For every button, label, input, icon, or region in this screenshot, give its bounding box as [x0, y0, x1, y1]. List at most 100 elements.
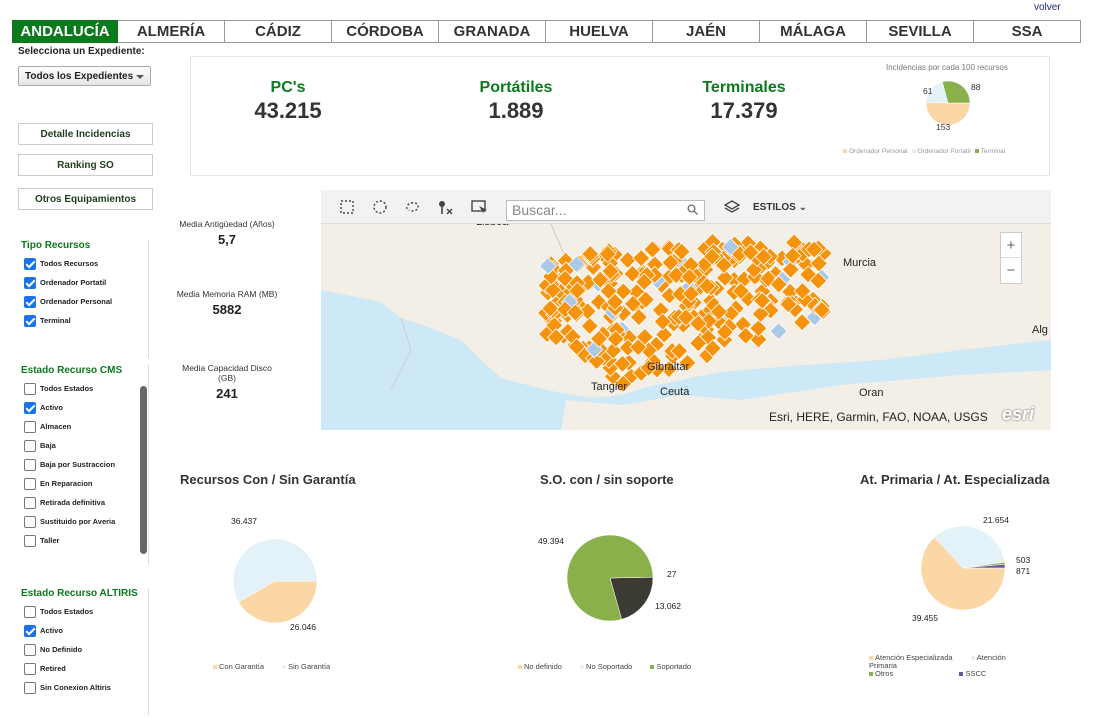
map-marker[interactable]: [709, 302, 728, 321]
checkbox[interactable]: [24, 458, 36, 471]
checkbox-item[interactable]: Almacen: [18, 417, 148, 436]
map-marker[interactable]: [698, 277, 717, 296]
checkbox-item[interactable]: Todos Estados: [18, 379, 148, 398]
map-marker[interactable]: [721, 237, 740, 256]
map-marker[interactable]: [590, 329, 609, 348]
checkbox[interactable]: [24, 439, 36, 452]
otros-equipamientos-button[interactable]: Otros Equipamientos: [18, 188, 153, 210]
map-marker[interactable]: [809, 254, 828, 273]
map-marker[interactable]: [671, 285, 690, 304]
checkbox[interactable]: [24, 401, 36, 414]
pie-slice[interactable]: [609, 577, 654, 620]
checkbox[interactable]: [24, 276, 36, 289]
checkbox[interactable]: [24, 605, 36, 618]
map-marker[interactable]: [635, 272, 654, 291]
map-marker[interactable]: [613, 354, 632, 373]
tab-cadiz[interactable]: CÁDIZ: [225, 20, 332, 43]
map-marker[interactable]: [809, 271, 828, 290]
map-search-input[interactable]: Buscar...: [506, 200, 705, 221]
map-marker[interactable]: [754, 247, 773, 266]
checkbox-item[interactable]: Sustituido por Averia: [18, 512, 148, 531]
checkbox[interactable]: [24, 257, 36, 270]
map-marker[interactable]: [568, 281, 587, 300]
map-marker[interactable]: [681, 284, 701, 303]
zoom-out-button[interactable]: −: [1006, 262, 1016, 279]
map-marker[interactable]: [678, 353, 697, 372]
tab-cordoba[interactable]: CÓRDOBA: [332, 20, 439, 43]
checkbox-item[interactable]: Taller: [18, 531, 148, 550]
map-marker[interactable]: [538, 256, 558, 276]
map-marker[interactable]: [591, 270, 610, 289]
checkbox[interactable]: [24, 534, 36, 547]
map-marker[interactable]: [703, 232, 722, 251]
map-marker[interactable]: [779, 295, 798, 314]
pie-slice[interactable]: [962, 564, 1006, 569]
map-marker[interactable]: [672, 242, 691, 261]
map-marker[interactable]: [580, 317, 599, 336]
layers-icon[interactable]: [723, 199, 741, 215]
circle-select-icon[interactable]: [371, 199, 389, 215]
checkbox-item[interactable]: Retirada definitiva: [18, 493, 148, 512]
map-marker[interactable]: [783, 246, 802, 265]
clear-selection-icon[interactable]: [436, 199, 454, 215]
tab-sevilla[interactable]: SEVILLA: [867, 20, 974, 43]
tab-malaga[interactable]: MÁLAGA: [760, 20, 867, 43]
map-marker[interactable]: [667, 266, 686, 285]
map-marker[interactable]: [547, 328, 566, 347]
pie-slice[interactable]: [925, 101, 971, 125]
map-marker[interactable]: [681, 255, 700, 274]
checkbox-item[interactable]: Retired: [18, 659, 148, 678]
pie-slice[interactable]: [238, 580, 318, 624]
map-marker[interactable]: [769, 322, 788, 341]
map-marker[interactable]: [689, 334, 708, 353]
zoom-in-button[interactable]: +: [1001, 233, 1021, 258]
map-marker[interactable]: [680, 267, 699, 287]
map-marker[interactable]: [670, 341, 689, 361]
checkbox[interactable]: [24, 515, 36, 528]
checkbox-item[interactable]: Todos Recursos: [18, 254, 148, 273]
checkbox[interactable]: [24, 643, 36, 656]
checkbox-item[interactable]: Baja: [18, 436, 148, 455]
cms-scrollbar[interactable]: [140, 386, 147, 554]
map-marker[interactable]: [632, 249, 651, 268]
checkbox-item[interactable]: Todos Estados: [18, 602, 148, 621]
pie-slice[interactable]: [232, 538, 318, 603]
rectangle-select-icon[interactable]: [338, 199, 356, 215]
map-markers[interactable]: [321, 190, 1051, 430]
map-marker[interactable]: [651, 301, 670, 320]
map-marker[interactable]: [660, 286, 679, 305]
pie-slice[interactable]: [609, 576, 654, 579]
map-marker[interactable]: [676, 308, 696, 327]
checkbox[interactable]: [24, 662, 36, 675]
map-marker[interactable]: [618, 338, 637, 357]
checkbox-item[interactable]: Terminal: [18, 311, 148, 330]
map-marker[interactable]: [769, 275, 788, 294]
checkbox-item[interactable]: No Definido: [18, 640, 148, 659]
expediente-select[interactable]: Todos los Expedientes: [18, 66, 151, 86]
map-marker[interactable]: [736, 326, 755, 345]
map-marker[interactable]: [785, 233, 804, 252]
pie-slice[interactable]: [942, 81, 971, 104]
checkbox-item[interactable]: Baja por Sustraccion: [18, 455, 148, 474]
map-marker[interactable]: [781, 282, 800, 301]
back-link[interactable]: volver: [1034, 2, 1061, 13]
checkbox-item[interactable]: Ordenador Portatil: [18, 273, 148, 292]
map-marker[interactable]: [636, 290, 655, 309]
checkbox[interactable]: [24, 477, 36, 490]
pie-slice[interactable]: [920, 536, 1006, 611]
map-marker[interactable]: [722, 304, 741, 323]
checkbox[interactable]: [24, 624, 36, 637]
map-marker[interactable]: [703, 247, 722, 266]
select-tool-icon[interactable]: [471, 199, 489, 215]
map-marker[interactable]: [639, 358, 658, 377]
checkbox-item[interactable]: Sin Conexion Altiris: [18, 678, 148, 697]
ranking-so-button[interactable]: Ranking SO: [18, 154, 153, 176]
map-marker[interactable]: [714, 256, 733, 275]
map-marker[interactable]: [715, 322, 734, 342]
checkbox[interactable]: [24, 295, 36, 308]
checkbox[interactable]: [24, 496, 36, 509]
map-marker[interactable]: [645, 255, 664, 274]
map-marker[interactable]: [598, 244, 617, 264]
tab-jaen[interactable]: JAÉN: [653, 20, 760, 43]
map-marker[interactable]: [566, 303, 585, 322]
